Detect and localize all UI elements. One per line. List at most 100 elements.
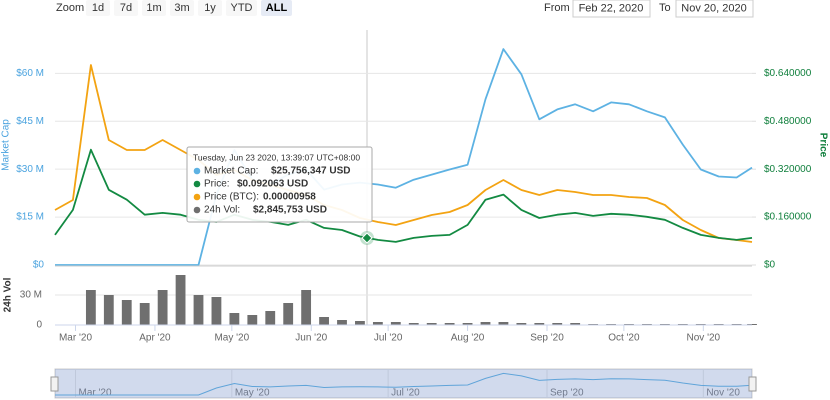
zoom-button[interactable] [86,0,110,16]
navigator-tick-label: Sep '20 [550,388,584,399]
volume-bar [444,323,455,325]
navigator-tick-label: May '20 [235,388,270,399]
zoom-button-label[interactable]: ALL [266,2,288,14]
x-tick-label: May '20 [214,333,249,344]
tooltip-label: Market Cap: [204,166,258,177]
x-tick-label: Sep '20 [530,333,564,344]
volume-bar [211,297,222,325]
y2-tick-label: $0.320000 [764,164,812,175]
y-tick-label: $60 M [16,68,44,79]
tooltip-label: Price (BTC): [204,192,259,203]
tooltip-box [186,146,373,223]
volume-bar [462,323,473,325]
y2-tick-label: $0.480000 [764,116,812,127]
to-value[interactable]: Nov 20, 2020 [681,2,746,14]
tooltip-title: Tuesday, Jun 23 2020, 13:39:07 UTC+08:00 [193,152,360,162]
to-input[interactable] [675,0,754,18]
volume-bar [480,322,491,325]
y2-tick-label: $0 [764,260,776,271]
tooltip-value: $25,756,347 USD [271,166,351,177]
volume-bar [193,295,204,325]
y2-tick-label: $0.640000 [764,68,812,79]
navigator-tick-label: Nov '20 [706,388,740,399]
navigator-tick-label: Jul '20 [391,388,420,399]
y-axis-title: Market Cap [1,119,12,171]
volume-bar [85,290,96,325]
volume-bar [229,313,240,325]
y-tick-label: $15 M [16,212,44,223]
zoom-button[interactable] [114,0,138,16]
to-label: To [659,2,671,14]
volume-bar [516,323,527,325]
zoom-button-label[interactable]: 1d [92,2,104,14]
hover-marker [360,231,374,245]
from-value[interactable]: Feb 22, 2020 [579,2,644,14]
zoom-button[interactable] [226,0,257,16]
zoom-button-label[interactable]: 7d [120,2,132,14]
zoom-button[interactable] [142,0,166,16]
navigator-line [55,372,753,396]
volume-bar [247,315,258,325]
x-tick-label: Mar '20 [59,333,92,344]
series-line [54,148,753,243]
volume-bar [121,300,132,325]
volume-bar [355,321,365,325]
vol-tick-label: 30 M [20,290,42,301]
navigator-tick-label: Mar '20 [79,388,112,399]
y2-tick-label: $0.160000 [764,212,812,223]
volume-bar [283,303,294,325]
volume-bar [157,290,168,325]
zoom-label: Zoom [56,2,84,14]
navigator-handle[interactable] [748,376,757,392]
volume-bar [498,322,509,325]
zoom-button-label[interactable]: 1y [204,2,216,14]
navigator-frame [54,368,753,399]
volume-bar [552,323,563,325]
volume-bar [139,303,150,325]
volume-bar [534,323,545,325]
tooltip-label: Price: [204,179,230,190]
zoom-button[interactable] [198,0,222,16]
from-input[interactable] [572,0,651,18]
vol-tick-label: 0 [36,320,42,331]
volume-bar [103,295,114,325]
y-tick-label: $0 [33,260,45,271]
series-line [55,48,753,266]
zoom-button-label[interactable]: YTD [231,2,253,14]
series-line [54,64,753,243]
navigator-selection[interactable] [55,369,752,398]
volume-bar [337,320,347,325]
y-tick-label: $30 M [16,164,44,175]
tooltip-value: 0.00000958 [263,192,316,203]
navigator-handle[interactable] [50,376,59,392]
x-tick-label: Nov '20 [687,333,721,344]
volume-bar [319,317,329,325]
y2-axis-title: Price [817,133,828,158]
volume-bar [372,322,383,325]
vol-axis-title: 24h Vol [3,277,14,312]
tooltip-value: $2,845,753 USD [253,205,327,216]
x-tick-label: Apr '20 [139,333,171,344]
x-tick-label: Jul '20 [374,333,403,344]
volume-bar [390,322,401,325]
volume-bar [175,275,186,325]
zoom-button-label[interactable]: 3m [174,2,189,14]
volume-bar [426,323,437,325]
zoom-button[interactable] [170,0,194,16]
volume-bar [408,323,419,325]
tooltip-bullet [193,193,201,201]
zoom-button-label[interactable]: 1m [146,2,161,14]
zoom-button[interactable] [261,0,292,16]
x-tick-label: Jun '20 [295,333,327,344]
tooltip-label: 24h Vol: [204,205,240,216]
tooltip-bullet [193,206,201,214]
volume-bar [301,290,312,325]
tooltip-bullet [193,180,201,188]
from-label: From [544,2,570,14]
tooltip-value: $0.092063 USD [237,179,308,190]
volume-bar [570,323,581,325]
x-tick-label: Aug '20 [451,333,485,344]
tooltip-bullet [193,167,201,175]
